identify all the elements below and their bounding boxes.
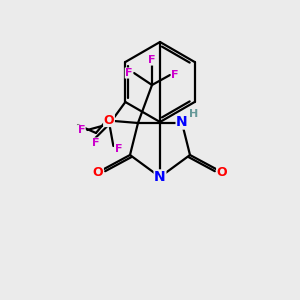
Text: F: F — [148, 55, 156, 65]
Text: F: F — [125, 68, 133, 78]
Text: F: F — [92, 138, 99, 148]
Text: F: F — [78, 125, 85, 135]
Text: O: O — [217, 167, 227, 179]
Text: F: F — [171, 70, 179, 80]
Text: O: O — [93, 167, 103, 179]
Text: N: N — [176, 115, 188, 129]
Text: O: O — [104, 113, 114, 127]
Text: N: N — [154, 170, 166, 184]
Text: F: F — [115, 144, 122, 154]
Text: H: H — [189, 109, 199, 119]
